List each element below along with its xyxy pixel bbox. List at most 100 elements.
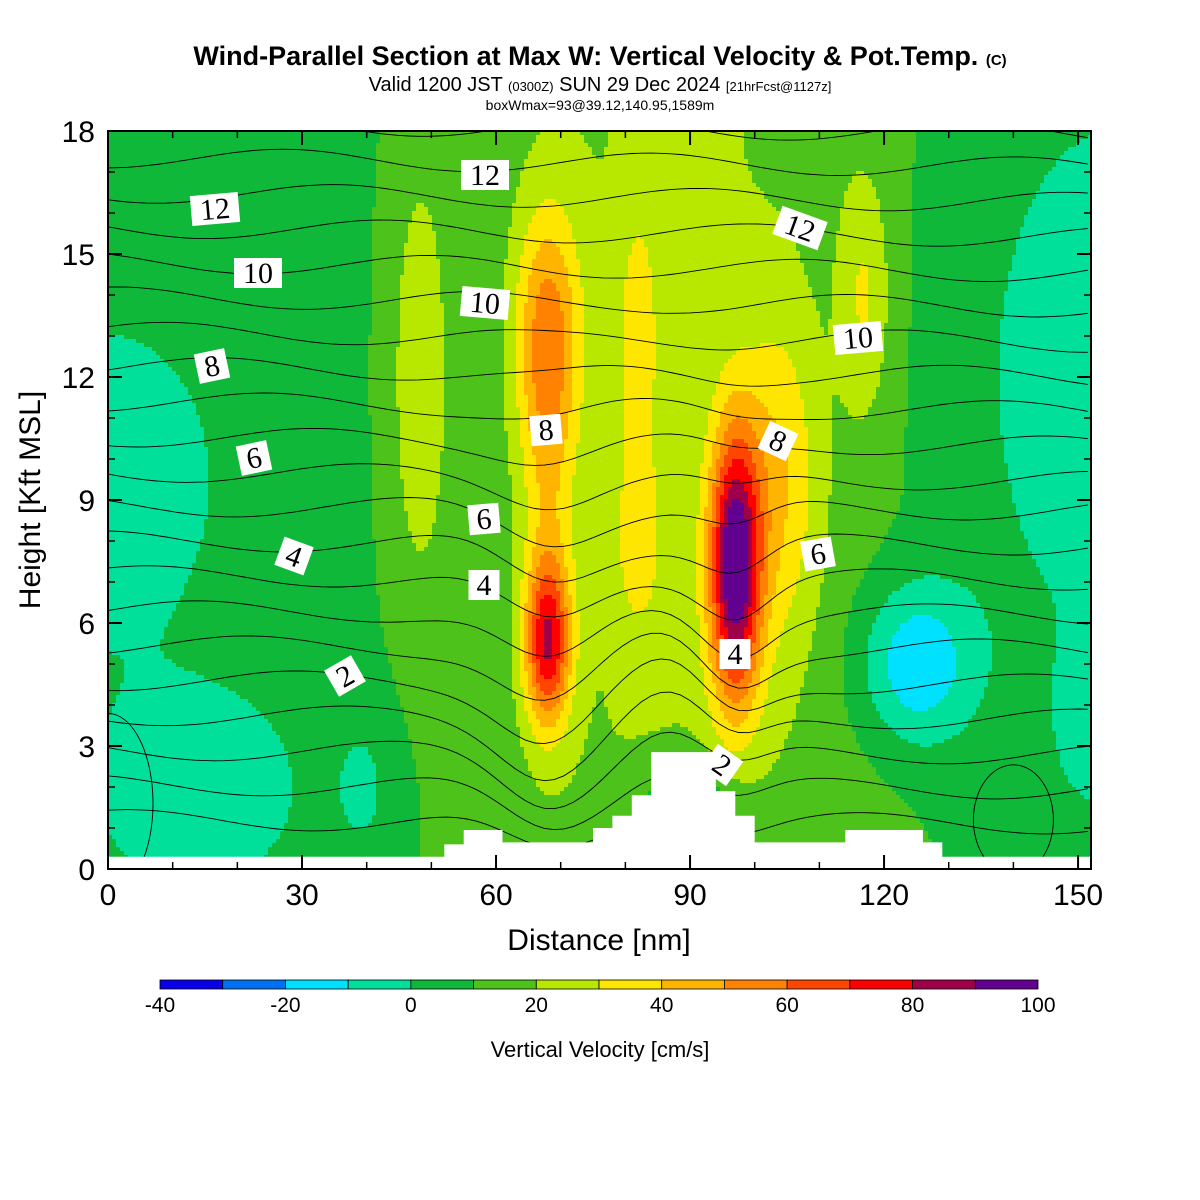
velocity-cell xyxy=(960,131,965,136)
velocity-cell xyxy=(144,211,149,216)
velocity-cell xyxy=(804,199,809,204)
velocity-cell xyxy=(652,175,657,180)
velocity-cell xyxy=(280,155,285,160)
velocity-cell xyxy=(604,187,609,192)
velocity-cell xyxy=(616,155,621,160)
velocity-cell xyxy=(668,135,673,140)
velocity-cell xyxy=(764,167,769,172)
velocity-cell xyxy=(1020,175,1025,180)
velocity-cell xyxy=(500,139,505,144)
velocity-cell xyxy=(212,151,217,156)
velocity-cell xyxy=(316,195,321,200)
velocity-cell xyxy=(368,159,373,164)
velocity-cell xyxy=(372,151,377,156)
velocity-cell xyxy=(632,207,637,212)
velocity-cell xyxy=(736,203,741,208)
velocity-cell xyxy=(852,171,857,176)
velocity-cell xyxy=(612,183,617,188)
velocity-cell xyxy=(396,139,401,144)
velocity-cell xyxy=(340,183,345,188)
velocity-cell xyxy=(1084,175,1089,180)
velocity-cell xyxy=(156,155,161,160)
velocity-cell xyxy=(176,167,181,172)
velocity-cell xyxy=(208,183,213,188)
velocity-cell xyxy=(816,207,821,212)
velocity-cell xyxy=(452,147,457,152)
velocity-cell xyxy=(292,175,297,180)
velocity-cell xyxy=(1056,207,1061,212)
velocity-cell xyxy=(296,203,301,208)
velocity-cell xyxy=(392,183,397,188)
velocity-cell xyxy=(948,187,953,192)
velocity-cell xyxy=(624,151,629,156)
velocity-cell xyxy=(760,171,765,176)
velocity-cell xyxy=(924,135,929,140)
velocity-cell xyxy=(364,167,369,172)
velocity-cell xyxy=(204,131,209,136)
velocity-cell xyxy=(1060,143,1065,148)
velocity-cell xyxy=(224,187,229,192)
velocity-cell xyxy=(1068,175,1073,180)
velocity-cell xyxy=(696,187,701,192)
velocity-cell xyxy=(896,207,901,212)
velocity-cell xyxy=(984,203,989,208)
velocity-cell xyxy=(580,131,585,136)
velocity-cell xyxy=(408,163,413,168)
velocity-cell xyxy=(504,151,509,156)
velocity-cell xyxy=(696,199,701,204)
velocity-cell xyxy=(916,175,921,180)
velocity-cell xyxy=(696,163,701,168)
velocity-cell xyxy=(1088,155,1091,160)
velocity-cell xyxy=(808,191,813,196)
velocity-cell xyxy=(1064,147,1069,152)
velocity-cell xyxy=(148,147,153,152)
velocity-cell xyxy=(268,203,273,208)
velocity-cell xyxy=(704,207,709,212)
velocity-cell xyxy=(112,183,117,188)
velocity-cell xyxy=(1056,163,1061,168)
velocity-cell xyxy=(144,207,149,212)
velocity-cell xyxy=(748,183,753,188)
velocity-cell xyxy=(152,183,157,188)
velocity-cell xyxy=(672,159,677,164)
velocity-cell xyxy=(140,171,145,176)
velocity-cell xyxy=(676,159,681,164)
velocity-cell xyxy=(412,143,417,148)
velocity-cell xyxy=(168,147,173,152)
velocity-cell xyxy=(728,147,733,152)
velocity-cell xyxy=(956,175,961,180)
velocity-cell xyxy=(464,151,469,156)
velocity-cell xyxy=(240,203,245,208)
velocity-cell xyxy=(908,199,913,204)
velocity-cell xyxy=(408,175,413,180)
velocity-cell xyxy=(656,191,661,196)
velocity-cell xyxy=(576,135,581,140)
velocity-cell xyxy=(672,131,677,136)
velocity-cell xyxy=(416,207,421,212)
velocity-cell xyxy=(636,199,641,204)
velocity-cell xyxy=(400,143,405,148)
velocity-cell xyxy=(592,199,597,204)
velocity-cell xyxy=(724,195,729,200)
velocity-cell xyxy=(956,131,961,136)
velocity-cell xyxy=(924,139,929,144)
velocity-cell xyxy=(872,131,877,136)
velocity-cell xyxy=(364,147,369,152)
velocity-cell xyxy=(884,195,889,200)
velocity-cell xyxy=(284,203,289,208)
velocity-cell xyxy=(108,151,113,156)
velocity-cell xyxy=(616,159,621,164)
velocity-cell xyxy=(808,179,813,184)
velocity-cell xyxy=(204,183,209,188)
velocity-cell xyxy=(340,135,345,140)
velocity-cell xyxy=(328,131,333,136)
velocity-cell xyxy=(452,175,457,180)
velocity-cell xyxy=(888,183,893,188)
velocity-cell xyxy=(796,191,801,196)
velocity-cell xyxy=(700,167,705,172)
velocity-cell xyxy=(996,199,1001,204)
velocity-cell xyxy=(212,179,217,184)
velocity-cell xyxy=(332,147,337,152)
velocity-cell xyxy=(144,175,149,180)
velocity-cell xyxy=(188,135,193,140)
